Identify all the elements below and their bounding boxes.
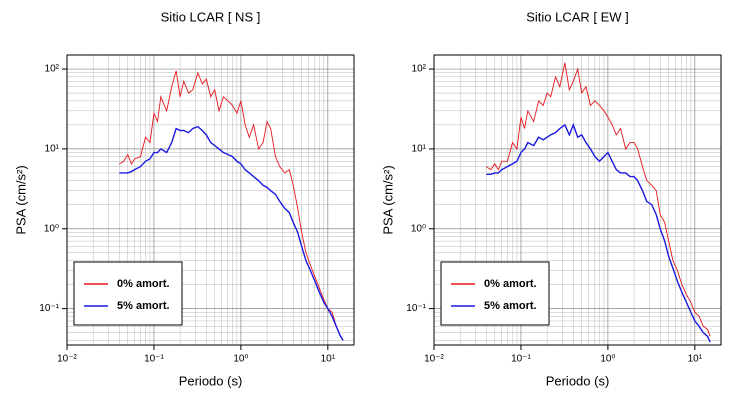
y-axis-label: PSA (cm/s²) — [13, 165, 28, 234]
chart-title: Sitio LCAR [ NS ] — [161, 9, 261, 24]
x-tick-label: 10⁻¹ — [144, 354, 164, 365]
series-line — [119, 125, 344, 341]
series-line — [119, 70, 344, 341]
y-tick-label: 10¹ — [412, 144, 427, 155]
series-line — [486, 122, 711, 343]
chart-title: Sitio LCAR [ EW ] — [526, 9, 629, 24]
x-tick-label: 10¹ — [321, 354, 336, 365]
x-tick-label: 10⁻¹ — [511, 354, 531, 365]
x-tick-label: 10⁻² — [57, 354, 77, 365]
y-tick-label: 10² — [45, 64, 60, 75]
legend-label: 0% amort. — [117, 278, 170, 290]
x-tick-label: 10⁰ — [600, 354, 615, 365]
x-axis-label: Periodo (s) — [179, 373, 243, 388]
plot-frame — [433, 54, 722, 346]
x-axis-label: Periodo (s) — [546, 373, 610, 388]
legend-label: 0% amort. — [484, 278, 537, 290]
legend-box — [73, 261, 183, 326]
panel: Sitio LCAR [ NS ] Periodo (s) PSA (cm/s²) 1… — [13, 9, 355, 388]
legend-label: 5% amort. — [484, 300, 537, 312]
panel: Sitio LCAR [ EW ] Periodo (s) PSA (cm/s²) 1… — [380, 9, 722, 388]
y-tick-label: 10⁰ — [411, 223, 426, 234]
x-tick-label: 10¹ — [688, 354, 703, 365]
legend: 0% amort. 5% amort. — [73, 261, 183, 326]
legend: 0% amort. 5% amort. — [440, 261, 550, 326]
plot-frame — [66, 54, 355, 346]
y-tick-label: 10⁰ — [44, 223, 59, 234]
y-tick-label: 10⁻¹ — [39, 303, 59, 314]
y-tick-label: 10² — [412, 64, 427, 75]
x-tick-label: 10⁻² — [424, 354, 444, 365]
legend-box — [440, 261, 550, 326]
series-line — [486, 62, 711, 337]
legend-label: 5% amort. — [117, 300, 170, 312]
x-tick-label: 10⁰ — [233, 354, 248, 365]
y-tick-label: 10¹ — [45, 144, 60, 155]
y-axis-label: PSA (cm/s²) — [380, 165, 395, 234]
y-tick-label: 10⁻¹ — [406, 303, 426, 314]
